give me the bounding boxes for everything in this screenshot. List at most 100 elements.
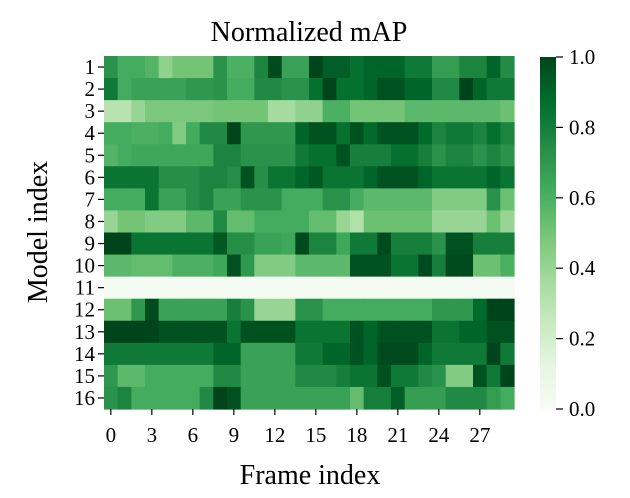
heatmap-cell xyxy=(486,386,501,410)
heatmap-cell xyxy=(254,122,269,145)
heatmap-cell xyxy=(350,100,365,123)
heatmap-cell xyxy=(336,364,351,388)
heatmap-cell xyxy=(445,232,460,256)
heatmap-cell xyxy=(158,210,173,234)
heatmap-cell xyxy=(213,78,228,101)
heatmap-cell xyxy=(486,188,501,212)
heatmap-cell xyxy=(158,188,173,212)
heatmap-cell xyxy=(131,298,146,322)
heatmap-cell xyxy=(391,298,406,322)
heatmap-cell xyxy=(445,122,460,145)
heatmap-cell xyxy=(213,276,228,300)
heatmap-cell xyxy=(268,254,283,278)
heatmap-cell xyxy=(432,386,447,410)
heatmap-cell xyxy=(117,188,132,212)
heatmap-cell xyxy=(363,100,378,123)
heatmap-cell xyxy=(486,122,501,145)
y-tick-label: 11 xyxy=(75,276,95,300)
heatmap-cell xyxy=(391,232,406,256)
heatmap-cell xyxy=(336,78,351,101)
heatmap-cell xyxy=(281,56,296,79)
heatmap-cell xyxy=(322,100,337,123)
heatmap-cell xyxy=(199,386,214,410)
heatmap-cell xyxy=(186,166,201,189)
heatmap-cell xyxy=(199,298,214,322)
heatmap-cell xyxy=(281,166,296,189)
y-tick-label: 6 xyxy=(85,165,96,189)
heatmap-cell xyxy=(350,364,365,388)
heatmap-cell xyxy=(158,342,173,366)
heatmap-cell xyxy=(213,56,228,79)
heatmap-cell xyxy=(186,342,201,366)
heatmap-cell xyxy=(432,342,447,366)
heatmap-cell xyxy=(459,188,474,212)
x-axis-label: Frame index xyxy=(240,460,381,491)
heatmap-cell xyxy=(445,386,460,410)
heatmap-cell xyxy=(377,254,392,278)
heatmap-cell xyxy=(131,386,146,410)
heatmap-cell xyxy=(227,232,242,256)
heatmap-cell xyxy=(254,100,269,123)
heatmap-cell xyxy=(500,210,515,234)
heatmap-cell xyxy=(158,364,173,388)
heatmap-cell xyxy=(199,276,214,300)
heatmap-cell xyxy=(500,232,515,256)
heatmap-cell xyxy=(172,364,187,388)
heatmap-cell xyxy=(473,188,488,212)
heatmap-cell xyxy=(309,122,324,145)
heatmap-cell xyxy=(486,100,501,123)
colorbar xyxy=(540,57,556,409)
heatmap-cell xyxy=(268,100,283,123)
heatmap-cell xyxy=(240,56,255,79)
heatmap-cell xyxy=(213,210,228,234)
heatmap-cell xyxy=(336,166,351,189)
heatmap-cell xyxy=(186,232,201,256)
heatmap-cell xyxy=(336,254,351,278)
heatmap-cell xyxy=(459,166,474,189)
heatmap-cell xyxy=(322,364,337,388)
heatmap-cell xyxy=(158,100,173,123)
heatmap-cell xyxy=(404,100,419,123)
heatmap-cell xyxy=(363,320,378,344)
heatmap-cell xyxy=(240,254,255,278)
heatmap-cell xyxy=(350,56,365,79)
heatmap-cell xyxy=(145,56,160,79)
heatmap-cell xyxy=(459,364,474,388)
heatmap-cell xyxy=(104,364,119,388)
heatmap-cell xyxy=(104,254,119,278)
heatmap-cell xyxy=(281,386,296,410)
heatmap-cell xyxy=(240,232,255,256)
heatmap-cell xyxy=(145,144,160,167)
x-tick-label: 24 xyxy=(428,423,450,447)
heatmap-cell xyxy=(145,342,160,366)
heatmap-cell xyxy=(268,364,283,388)
heatmap-cell xyxy=(445,254,460,278)
heatmap-cell xyxy=(295,386,310,410)
heatmap-cell xyxy=(336,56,351,79)
heatmap-cell xyxy=(295,254,310,278)
heatmap-cell xyxy=(268,276,283,300)
heatmap-cell xyxy=(254,276,269,300)
heatmap-cell xyxy=(309,364,324,388)
heatmap-cell xyxy=(281,342,296,366)
x-tick-label: 18 xyxy=(346,423,367,447)
heatmap-cell xyxy=(404,298,419,322)
heatmap-cell xyxy=(459,298,474,322)
heatmap-cell xyxy=(186,320,201,344)
heatmap-cell xyxy=(295,232,310,256)
heatmap-cell xyxy=(158,254,173,278)
heatmap-cell xyxy=(131,254,146,278)
heatmap-cell xyxy=(445,320,460,344)
heatmap-cell xyxy=(473,298,488,322)
x-tick-label: 27 xyxy=(469,423,490,447)
heatmap-cell xyxy=(213,122,228,145)
heatmap-cell xyxy=(350,298,365,322)
heatmap-cell xyxy=(473,210,488,234)
heatmap-cell xyxy=(322,254,337,278)
heatmap-cell xyxy=(281,276,296,300)
x-tick-label: 9 xyxy=(229,423,240,447)
heatmap-cell xyxy=(131,122,146,145)
heatmap-cell xyxy=(281,320,296,344)
heatmap-cell xyxy=(158,298,173,322)
